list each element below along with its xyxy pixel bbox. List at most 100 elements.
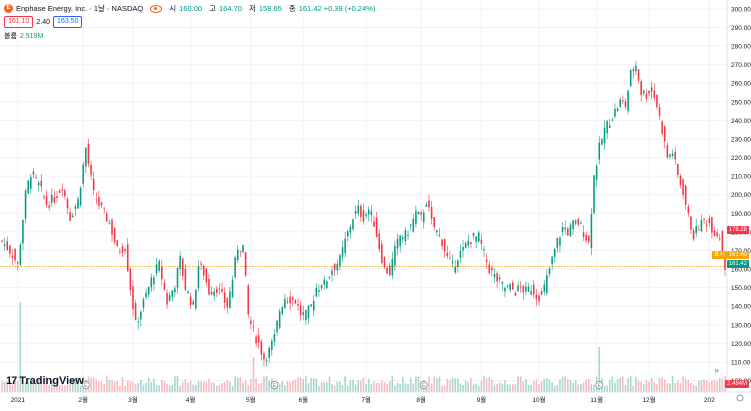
candle (650, 81, 653, 100)
volume-bar (341, 385, 344, 392)
candle (294, 299, 297, 305)
volume-bar (79, 385, 82, 392)
candle (195, 288, 197, 311)
candle (247, 283, 250, 318)
candle (383, 255, 386, 269)
candle (443, 238, 446, 258)
y-tick-label: 110.00 (731, 359, 751, 366)
volume-bar (22, 383, 24, 392)
candle (535, 289, 538, 307)
volume-bar (346, 385, 349, 392)
candle (87, 138, 90, 168)
volume-bar (582, 382, 585, 392)
volume-bar (491, 379, 493, 392)
candle (111, 217, 113, 242)
volume-bar (192, 384, 195, 392)
candle (695, 218, 697, 238)
candle (341, 241, 344, 262)
symbol-title[interactable]: Enphase Energy, Inc. · 1날 · NASDAQ (16, 4, 144, 13)
bid-button[interactable]: 161.10 (4, 16, 34, 28)
candle (32, 168, 35, 179)
volume-bar (336, 381, 339, 392)
volume-bar (367, 378, 370, 392)
candle (9, 244, 11, 259)
volume-bar (684, 378, 687, 392)
candle (50, 188, 53, 208)
earnings-event-icon[interactable]: E (595, 381, 604, 390)
volume-bar (396, 382, 399, 392)
volume-bar (525, 379, 527, 392)
volume-bar (580, 384, 582, 392)
volume-bar (530, 384, 532, 392)
volume-bar (622, 376, 624, 392)
eye-icon[interactable] (150, 4, 163, 13)
y-tick-label: 270.00 (731, 62, 751, 69)
high-label: 고 (209, 4, 216, 13)
volume-bar (166, 383, 168, 392)
volume-bar (386, 383, 388, 392)
candle (464, 241, 467, 249)
volume-bar (45, 376, 48, 392)
volume-bar (352, 379, 354, 392)
candle (629, 69, 632, 87)
low-value: 158.65 (258, 4, 282, 13)
candle (119, 247, 121, 255)
volume-bar (56, 377, 58, 392)
volume-bar (679, 383, 682, 392)
volume-bar (137, 383, 140, 392)
candle (530, 284, 532, 296)
volume-bar (553, 385, 556, 392)
volume-bar (577, 384, 580, 392)
volume-bar (590, 384, 593, 392)
candle (218, 283, 221, 295)
tradingview-logo[interactable]: 17 TradingView (6, 375, 84, 387)
volume-bar (608, 380, 611, 392)
volume-bar (268, 380, 270, 392)
volume-bar (614, 382, 616, 392)
candle (331, 265, 333, 282)
volume-bar (711, 380, 713, 392)
volume-bar (512, 384, 514, 392)
volume-bar (637, 380, 640, 392)
volume-bar (281, 381, 284, 392)
candle (603, 120, 606, 150)
earnings-event-icon[interactable]: E (270, 381, 279, 390)
candle (407, 229, 409, 240)
volume-bar (564, 376, 566, 392)
candle (409, 224, 412, 231)
volume-bar (30, 379, 32, 392)
candle (417, 211, 420, 215)
volume-bar (297, 377, 299, 392)
candle (522, 284, 525, 300)
volume-bar (195, 384, 197, 392)
volume-bar (98, 381, 100, 392)
candle (567, 226, 569, 237)
candle (519, 281, 522, 293)
candle (391, 251, 394, 279)
volume-bar (671, 376, 674, 392)
candle (299, 301, 302, 321)
volume-bar (643, 384, 645, 392)
candle (242, 244, 244, 254)
candle (61, 183, 64, 198)
volume-bar (464, 380, 467, 392)
earnings-event-icon[interactable]: E (81, 381, 90, 390)
volume-bar (145, 382, 147, 392)
candle (663, 124, 666, 149)
volume-tag: 2.484M (724, 380, 749, 388)
candle (250, 316, 252, 330)
candle (163, 279, 166, 291)
volume-bar (446, 378, 449, 392)
gear-icon[interactable] (736, 394, 744, 402)
ask-button[interactable]: 163.50 (53, 16, 83, 28)
scroll-right-icon[interactable]: » (714, 365, 719, 375)
volume-bar (3, 381, 6, 392)
volume-bar (522, 381, 525, 392)
volume-bar (666, 383, 669, 392)
candle (271, 338, 273, 357)
x-tick-label: 10월 (532, 395, 545, 404)
earnings-event-icon[interactable]: E (419, 381, 428, 390)
candle (333, 263, 336, 277)
